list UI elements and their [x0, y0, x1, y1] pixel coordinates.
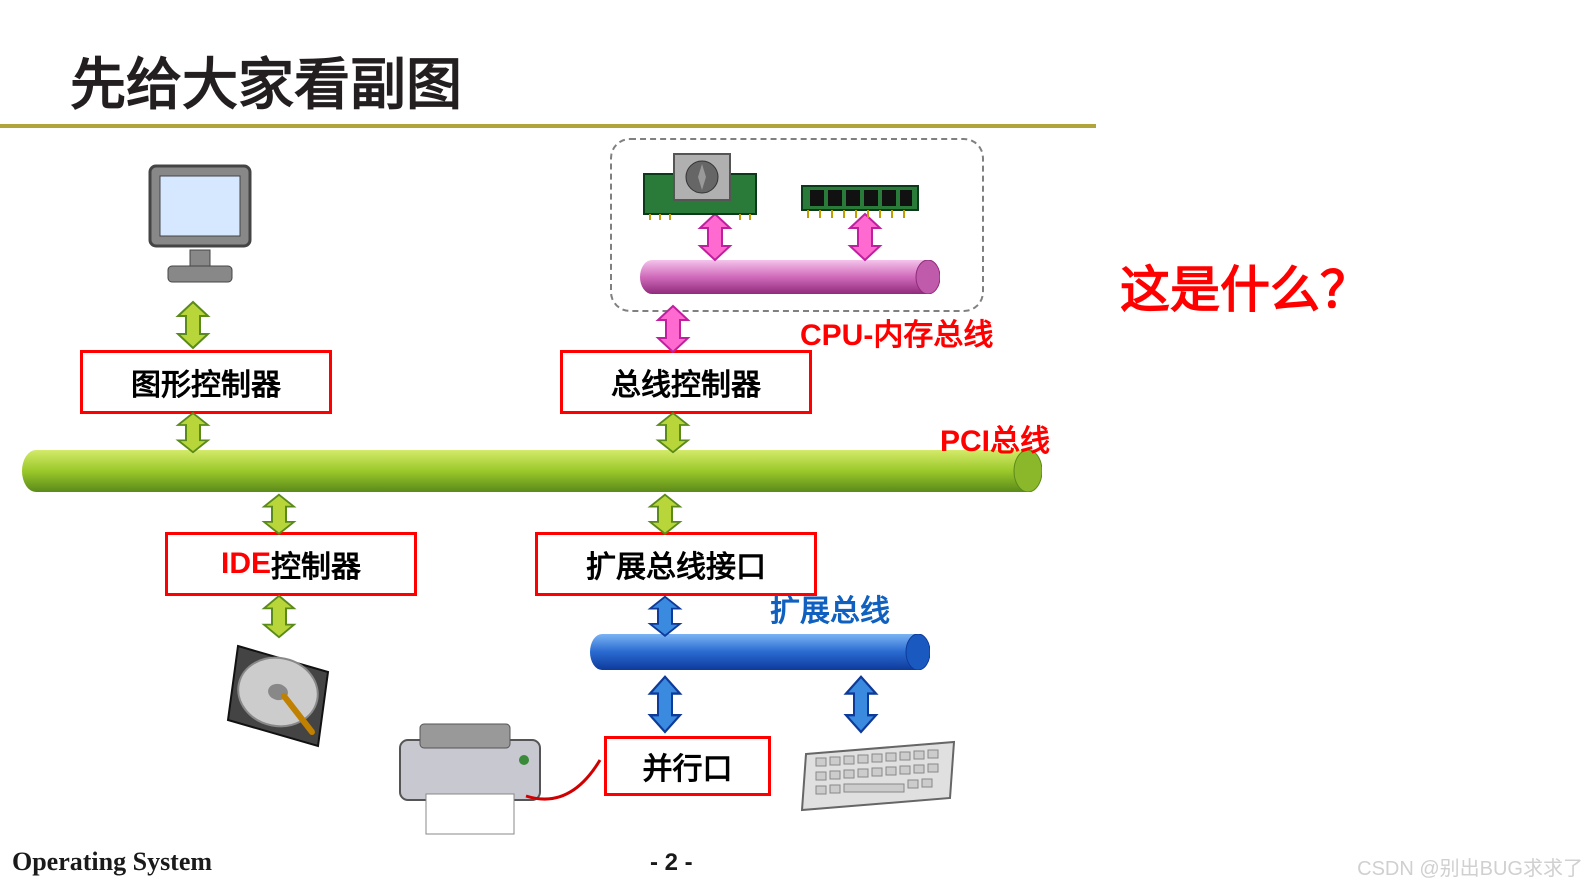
hdd-icon	[218, 636, 338, 756]
cpu-icon	[640, 150, 760, 220]
arrows-layer	[0, 0, 1593, 891]
footer-left: Operating System	[12, 847, 212, 877]
monitor-icon	[140, 160, 260, 300]
keyboard-icon	[800, 732, 960, 812]
printer-wire	[520, 740, 620, 810]
footer-page-number: - 2 -	[650, 849, 693, 877]
ram-icon	[800, 180, 920, 220]
watermark: CSDN @别出BUG求求了	[1357, 852, 1583, 881]
